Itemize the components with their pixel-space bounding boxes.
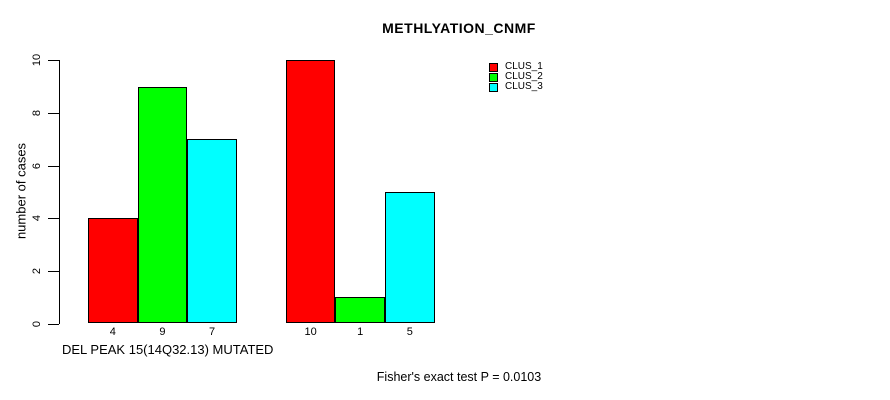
legend: CLUS_1 CLUS_2 CLUS_3 [489,62,543,92]
bar-value-label: 9 [159,326,166,338]
bar-value-label: 7 [208,326,216,338]
bar-value-label: 5 [406,326,413,338]
y-tick-label: 0 [31,320,43,327]
y-axis-line [59,60,60,324]
legend-label: CLUS_2 [505,71,543,82]
legend-swatch-icon [489,82,498,92]
y-tick-label: 10 [31,54,43,67]
y-tick-label: 2 [31,267,43,274]
y-tick [48,323,59,325]
y-tick [48,60,59,62]
legend-label: CLUS_3 [505,81,543,92]
legend-item-clus_2: CLUS_2 [489,72,543,82]
bar-clus_1-group2 [285,60,336,324]
bar-clus_3-group2 [385,191,435,324]
bar-clus_2-group1 [137,86,188,324]
bar-clus_1-group1 [88,218,138,324]
footer-annotation: Fisher's exact test P = 0.0103 [376,370,542,384]
bar-value-label: 4 [109,326,116,338]
y-tick-label: 6 [31,162,43,169]
legend-item-clus_1: CLUS_1 [489,62,543,72]
y-tick-label: 8 [31,109,43,116]
legend-label: CLUS_1 [505,61,543,72]
y-tick [48,270,59,272]
y-axis-label: number of cases [13,142,29,240]
bar-clus_3-group1 [187,139,237,324]
legend-item-clus_3: CLUS_3 [489,82,543,92]
chart-title: METHLYATION_CNMF [382,20,536,36]
legend-swatch-icon [489,72,498,82]
y-tick-label: 4 [31,215,43,222]
x-axis-label: DEL PEAK 15(14Q32.13) MUTATED [62,342,274,357]
legend-swatch-icon [489,62,498,72]
y-tick [48,112,59,114]
y-tick [48,165,59,167]
y-tick [48,218,59,220]
bar-value-label: 10 [304,326,317,338]
bar-value-label: 1 [357,326,364,338]
bar-clus_2-group2 [335,297,385,324]
